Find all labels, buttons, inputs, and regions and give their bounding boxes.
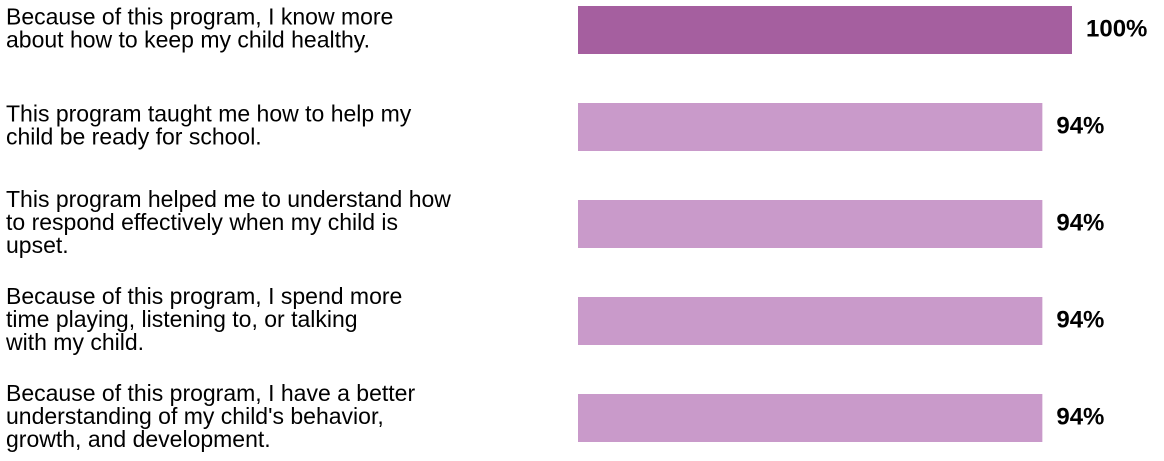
category-label-4-line-1: Because of this program, I spend more xyxy=(6,283,402,309)
category-label-4-line-2: time playing, listening to, or talking xyxy=(6,306,358,332)
bar-1 xyxy=(578,6,1072,54)
value-label-1: 100% xyxy=(1086,15,1147,42)
bar-4 xyxy=(578,297,1043,345)
category-label-4-line-3: with my child. xyxy=(5,329,144,355)
category-label-3-line-2: to respond effectively when my child is xyxy=(6,209,398,235)
value-label-3: 94% xyxy=(1056,209,1104,236)
bar-3 xyxy=(578,200,1043,248)
category-label-4: Because of this program, I spend more tim… xyxy=(5,283,402,355)
category-label-5-line-2: understanding of my child's behavior, xyxy=(6,403,384,429)
category-label-1-line-2: about how to keep my child healthy. xyxy=(6,27,370,53)
category-label-5-line-1: Because of this program, I have a better xyxy=(6,380,415,406)
category-label-3-line-3: upset. xyxy=(6,232,69,258)
value-label-4: 94% xyxy=(1056,306,1104,333)
category-label-1-line-1: Because of this program, I know more xyxy=(6,4,393,30)
category-label-3-line-1: This program helped me to understand how xyxy=(6,186,451,212)
category-label-2-line-2: child be ready for school. xyxy=(6,124,262,150)
value-label-5: 94% xyxy=(1056,403,1104,430)
bar-5 xyxy=(578,394,1043,442)
category-label-2: This program taught me how to help my chi… xyxy=(6,101,412,150)
value-label-2: 94% xyxy=(1056,112,1104,139)
category-label-3: This program helped me to understand how… xyxy=(6,186,451,258)
category-label-1: Because of this program, I know more abou… xyxy=(6,4,393,53)
category-label-2-line-1: This program taught me how to help my xyxy=(6,101,412,127)
category-label-5: Because of this program, I have a better… xyxy=(6,380,415,452)
category-label-5-line-3: growth, and development. xyxy=(6,426,271,452)
bar-2 xyxy=(578,103,1043,151)
